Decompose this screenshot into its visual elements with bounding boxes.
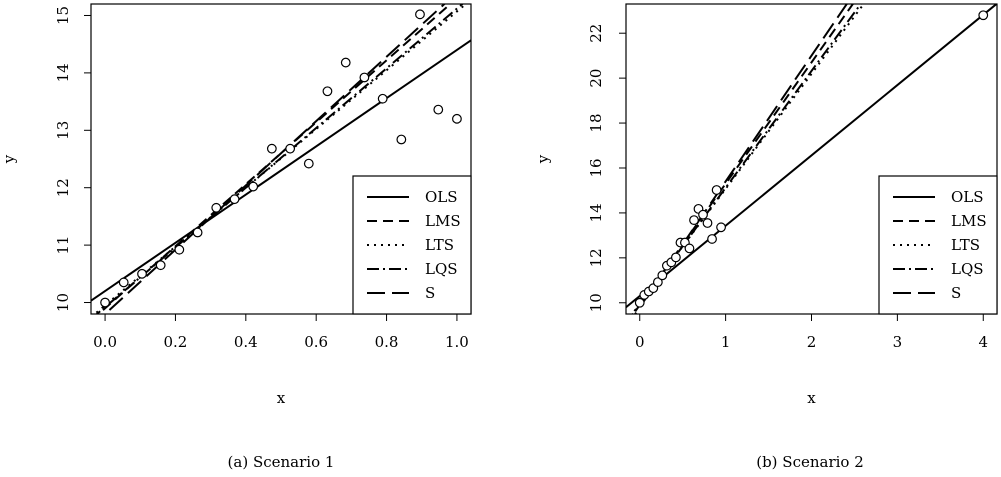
- legend-label-s: S: [425, 284, 435, 302]
- data-point: [979, 11, 988, 20]
- data-point: [304, 159, 313, 168]
- legend-label-lms: LMS: [425, 212, 461, 230]
- data-point: [416, 10, 425, 19]
- data-point: [230, 195, 239, 204]
- x-tick-label: 0: [635, 333, 645, 351]
- legend-label-ols: OLS: [425, 188, 458, 206]
- legend-label-lqs: LQS: [951, 260, 984, 278]
- x-tick-label: 1: [721, 333, 731, 351]
- data-point: [286, 144, 295, 153]
- figure-caption: (a) Scenario 1: [228, 453, 335, 471]
- y-axis-label: y: [534, 154, 552, 164]
- legend-label-lqs: LQS: [425, 260, 458, 278]
- data-point: [712, 186, 721, 195]
- y-tick-label: 15: [54, 6, 72, 25]
- legend-label-s: S: [951, 284, 961, 302]
- y-tick-label: 11: [54, 236, 72, 255]
- legend-label-lts: LTS: [951, 236, 980, 254]
- x-tick-label: 4: [978, 333, 988, 351]
- y-tick-label: 12: [54, 178, 72, 197]
- data-point: [193, 228, 202, 237]
- y-tick-label: 13: [54, 121, 72, 140]
- x-axis-label: x: [277, 389, 286, 407]
- data-point: [658, 271, 667, 280]
- x-tick-label: 0.4: [234, 333, 258, 351]
- x-axis-label: x: [807, 389, 816, 407]
- y-tick-label: 22: [587, 24, 605, 43]
- chart-a: 0.0 0.2 0.4 0.6 0.8 1.0 10 11 12 13 14 15 x y OLS LMS LT…: [0, 0, 471, 471]
- x-tick-label: 0.2: [164, 333, 188, 351]
- legend-label-lms: LMS: [951, 212, 987, 230]
- x-tick-label: 0.0: [93, 333, 117, 351]
- y-tick-label: 10: [587, 293, 605, 312]
- figure-caption: (b) Scenario 2: [756, 453, 864, 471]
- x-tick-label: 2: [807, 333, 817, 351]
- data-point: [397, 135, 406, 144]
- legend: OLS LMS LTS LQS S: [879, 176, 997, 314]
- data-point: [699, 210, 708, 219]
- data-point: [101, 298, 110, 307]
- data-point: [119, 278, 128, 287]
- data-point: [717, 223, 726, 232]
- data-point: [212, 203, 221, 212]
- data-point: [690, 216, 699, 225]
- data-point: [635, 298, 644, 307]
- data-point: [138, 270, 147, 279]
- data-point: [378, 94, 387, 103]
- y-axis-label: y: [0, 154, 18, 164]
- data-point: [434, 105, 443, 114]
- y-tick-label: 10: [54, 293, 72, 312]
- x-tick-label: 1.0: [445, 333, 469, 351]
- data-point: [703, 219, 712, 228]
- legend: OLS LMS LTS LQS S: [353, 176, 471, 314]
- data-point: [341, 58, 350, 67]
- data-point: [268, 144, 277, 153]
- y-tick-label: 18: [587, 114, 605, 133]
- data-point: [323, 87, 332, 96]
- x-tick-label: 0.6: [304, 333, 328, 351]
- data-point: [156, 261, 165, 270]
- data-point: [685, 244, 694, 253]
- data-point: [708, 235, 717, 244]
- legend-label-ols: OLS: [951, 188, 984, 206]
- data-point: [672, 253, 681, 262]
- x-tick-label: 0.8: [375, 333, 399, 351]
- y-tick-label: 14: [54, 63, 72, 82]
- legend-label-lts: LTS: [425, 236, 454, 254]
- x-tick-label: 3: [893, 333, 903, 351]
- data-point: [175, 245, 184, 254]
- y-tick-label: 20: [587, 69, 605, 88]
- y-tick-label: 16: [587, 158, 605, 177]
- y-tick-label: 12: [587, 248, 605, 267]
- y-tick-label: 14: [587, 203, 605, 222]
- data-point: [453, 115, 462, 124]
- data-point: [360, 73, 369, 82]
- data-point: [249, 182, 258, 191]
